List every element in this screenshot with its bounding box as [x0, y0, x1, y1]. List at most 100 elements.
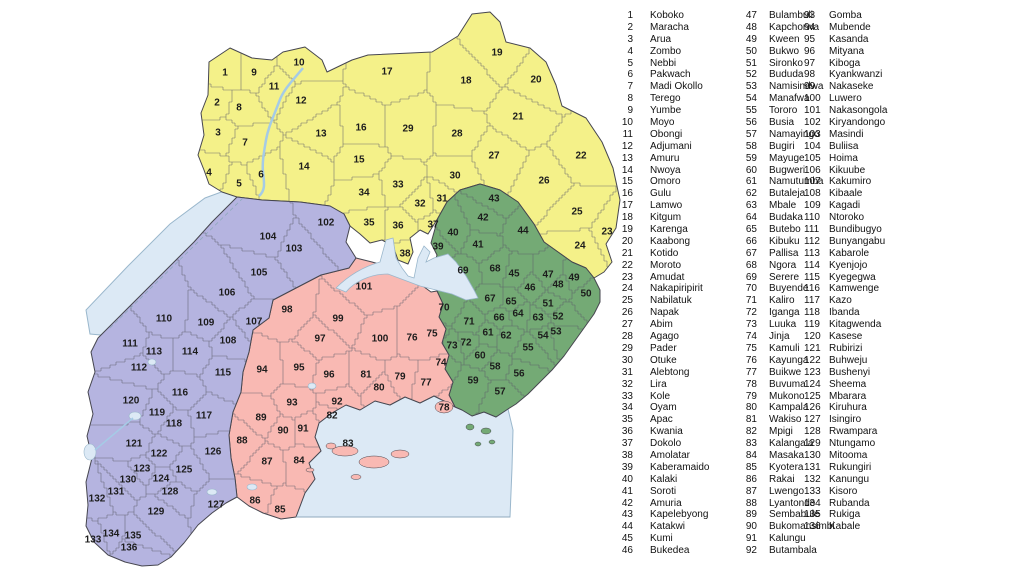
kazinga-channel: [94, 417, 134, 451]
legend-entry-number: 33: [621, 390, 633, 402]
district-label-106: 106: [219, 288, 236, 299]
legend-entry: 25 Nabilatuk: [619, 295, 709, 307]
district-label-87: 87: [261, 457, 273, 468]
legend-entry-name: Serere: [769, 271, 800, 283]
district-label-24: 24: [574, 241, 586, 252]
legend-entry-name: Kyankwanzi: [829, 69, 883, 81]
legend-entry-number: 6: [627, 69, 633, 81]
district-label-95: 95: [293, 363, 305, 374]
district-label-7: 7: [242, 138, 248, 149]
legend-entry-name: Kumi: [650, 533, 673, 545]
legend-entry-name: Kyenjojo: [829, 259, 868, 271]
legend-entry-number: 101: [804, 105, 821, 117]
legend-entry: 32 Lira: [619, 379, 709, 391]
legend-entry-name: Rakai: [769, 473, 795, 485]
legend-entry: 70 Buyende: [742, 283, 835, 295]
legend-entry-number: 107: [804, 176, 821, 188]
legend-entry: 112 Bunyangabu: [804, 236, 887, 248]
legend-entry-name: Tororo: [769, 105, 798, 117]
district-label-47: 47: [542, 270, 554, 281]
district-label-111: 111: [122, 339, 138, 350]
district-label-92: 92: [331, 397, 343, 408]
legend-entry-number: 51: [745, 57, 757, 69]
legend-entry: 133 Kisoro: [804, 486, 887, 498]
legend-entry: 105 Hoima: [804, 153, 887, 165]
legend-entry-name: Butaleja: [769, 188, 806, 200]
legend-entry-number: 41: [621, 485, 633, 497]
legend-entry-name: Masindi: [829, 128, 864, 140]
legend-entry-name: Karenga: [650, 224, 688, 236]
legend-entry-name: Kabale: [829, 521, 861, 533]
legend-entry-name: Oyam: [650, 402, 677, 414]
legend-entry-name: Nabilatuk: [650, 295, 692, 307]
legend-entry-name: Kayunga: [769, 354, 809, 366]
district-label-48: 48: [552, 280, 564, 291]
district-label-114: 114: [182, 347, 199, 358]
legend-entry-name: Omoro: [650, 176, 681, 188]
legend-entry-number: 116: [804, 283, 820, 295]
region-western: [85, 196, 357, 567]
legend-entry: 130 Mitooma: [804, 450, 887, 462]
legend-entry: 128 Rwampara: [804, 426, 887, 438]
legend-entry: 43 Kapelebyong: [619, 509, 709, 521]
legend-entry-number: 17: [621, 200, 633, 212]
legend-entry: 84 Masaka: [742, 450, 835, 462]
legend-entry: 79 Mukono: [742, 391, 835, 403]
legend-entry-number: 86: [745, 473, 757, 485]
legend-entry: 18 Kitgum: [619, 212, 709, 224]
legend-entry-number: 118: [804, 307, 820, 319]
legend-entry: 129 Ntungamo: [804, 438, 887, 450]
legend-entry: 126 Kiruhura: [804, 402, 887, 414]
legend-entry-name: Rubirizi: [829, 342, 863, 354]
district-label-125: 125: [176, 465, 193, 476]
legend-entry-number: 111: [804, 224, 820, 236]
legend-entry-number: 52: [745, 69, 757, 81]
legend-entry-number: 121: [804, 342, 821, 354]
legend-entry: 77 Buikwe: [742, 367, 835, 379]
legend-entry: 20 Kaabong: [619, 236, 709, 248]
district-label-46: 46: [524, 283, 536, 294]
district-label-110: 110: [156, 314, 173, 325]
legend-entry: 16 Gulu: [619, 188, 709, 200]
legend-entry: 103 Masindi: [804, 129, 887, 141]
district-label-61: 61: [482, 328, 494, 339]
legend-entry-name: Kibuku: [769, 235, 800, 247]
district-label-41: 41: [472, 240, 484, 251]
district-label-72: 72: [460, 338, 472, 349]
legend-entry-name: Otuke: [650, 354, 677, 366]
legend-entry-number: 31: [621, 366, 633, 378]
legend-entry-name: Amuria: [650, 497, 682, 509]
legend-entry-name: Kazo: [829, 295, 852, 307]
legend-entry-name: Namisindwa: [769, 81, 824, 93]
legend-entry-number: 43: [621, 509, 633, 521]
legend-entry: 131 Rukungiri: [804, 462, 887, 474]
district-label-62: 62: [500, 331, 512, 342]
legend-entry-number: 70: [745, 283, 757, 295]
border-through-lake-albert: [107, 197, 244, 331]
district-label-129: 129: [148, 507, 165, 518]
district-label-59: 59: [467, 376, 479, 387]
legend-entry-number: 106: [804, 164, 821, 176]
legend-entry-number: 67: [745, 247, 757, 259]
small-lake: [206, 488, 218, 496]
legend-entry-name: Buliisa: [829, 140, 859, 152]
district-label-78: 78: [438, 403, 450, 414]
legend-entry-name: Bulambuli: [769, 10, 813, 21]
legend-entry-name: Bukwo: [769, 45, 800, 57]
legend-entry-number: 119: [804, 319, 820, 331]
legend-entry: 64 Budaka: [742, 212, 835, 224]
district-label-14: 14: [298, 162, 310, 173]
legend-entry-name: Ntoroko: [829, 212, 865, 224]
legend-entry-name: Lwengo: [769, 485, 805, 497]
legend-entry-number: 9: [627, 105, 633, 117]
legend-entry-name: Kiruhura: [829, 402, 867, 414]
district-label-26: 26: [538, 176, 550, 187]
legend-entry-number: 13: [621, 152, 633, 164]
legend-column-3: 93 Gomba 94 Mubende 95 Kasanda 96 Mityana 97 Kibo…: [804, 10, 887, 533]
district-label-12: 12: [295, 96, 307, 107]
district-label-76: 76: [406, 333, 418, 344]
legend-entry: 74 Jinja: [742, 331, 835, 343]
district-label-52: 52: [552, 312, 564, 323]
legend-entry: 91 Kalungu: [742, 533, 835, 545]
district-label-118: 118: [166, 419, 183, 430]
